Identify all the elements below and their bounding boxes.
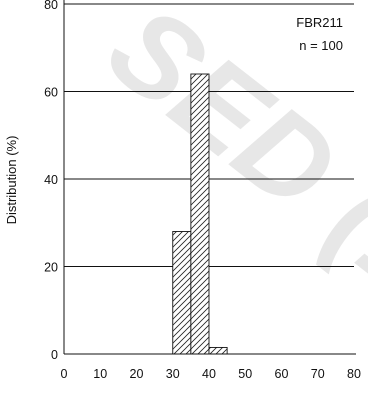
bar-0 xyxy=(172,231,192,355)
x-tick-50: 50 xyxy=(238,367,252,381)
annotation-line2: n = 100 xyxy=(299,38,343,53)
y-tick-80: 80 xyxy=(44,0,58,12)
y-tick-60: 60 xyxy=(44,86,58,100)
x-tick-70: 70 xyxy=(311,367,325,381)
x-tick-20: 20 xyxy=(130,367,144,381)
x-tick-60: 60 xyxy=(275,367,289,381)
bars xyxy=(172,73,228,355)
x-tick-80: 80 xyxy=(347,367,361,381)
y-axis-label: Distribution (%) xyxy=(4,136,19,225)
watermark: SED (19 xyxy=(84,0,368,364)
annotation-line1: FBR211 xyxy=(296,15,343,30)
bar-2 xyxy=(208,346,228,355)
x-tick-40: 40 xyxy=(202,367,216,381)
y-tick-labels: 0 20 40 60 80 xyxy=(44,0,58,362)
x-tick-10: 10 xyxy=(93,367,107,381)
x-tick-30: 30 xyxy=(166,367,180,381)
x-tick-labels: 0 10 20 30 40 50 60 70 80 xyxy=(61,367,361,381)
axes xyxy=(63,0,356,355)
y-tick-0: 0 xyxy=(51,348,58,362)
x-tick-0: 0 xyxy=(61,367,68,381)
bar-1 xyxy=(190,73,210,355)
y-tick-20: 20 xyxy=(44,261,58,275)
y-tick-40: 40 xyxy=(44,173,58,187)
watermark-text: SED (19 xyxy=(84,0,368,364)
